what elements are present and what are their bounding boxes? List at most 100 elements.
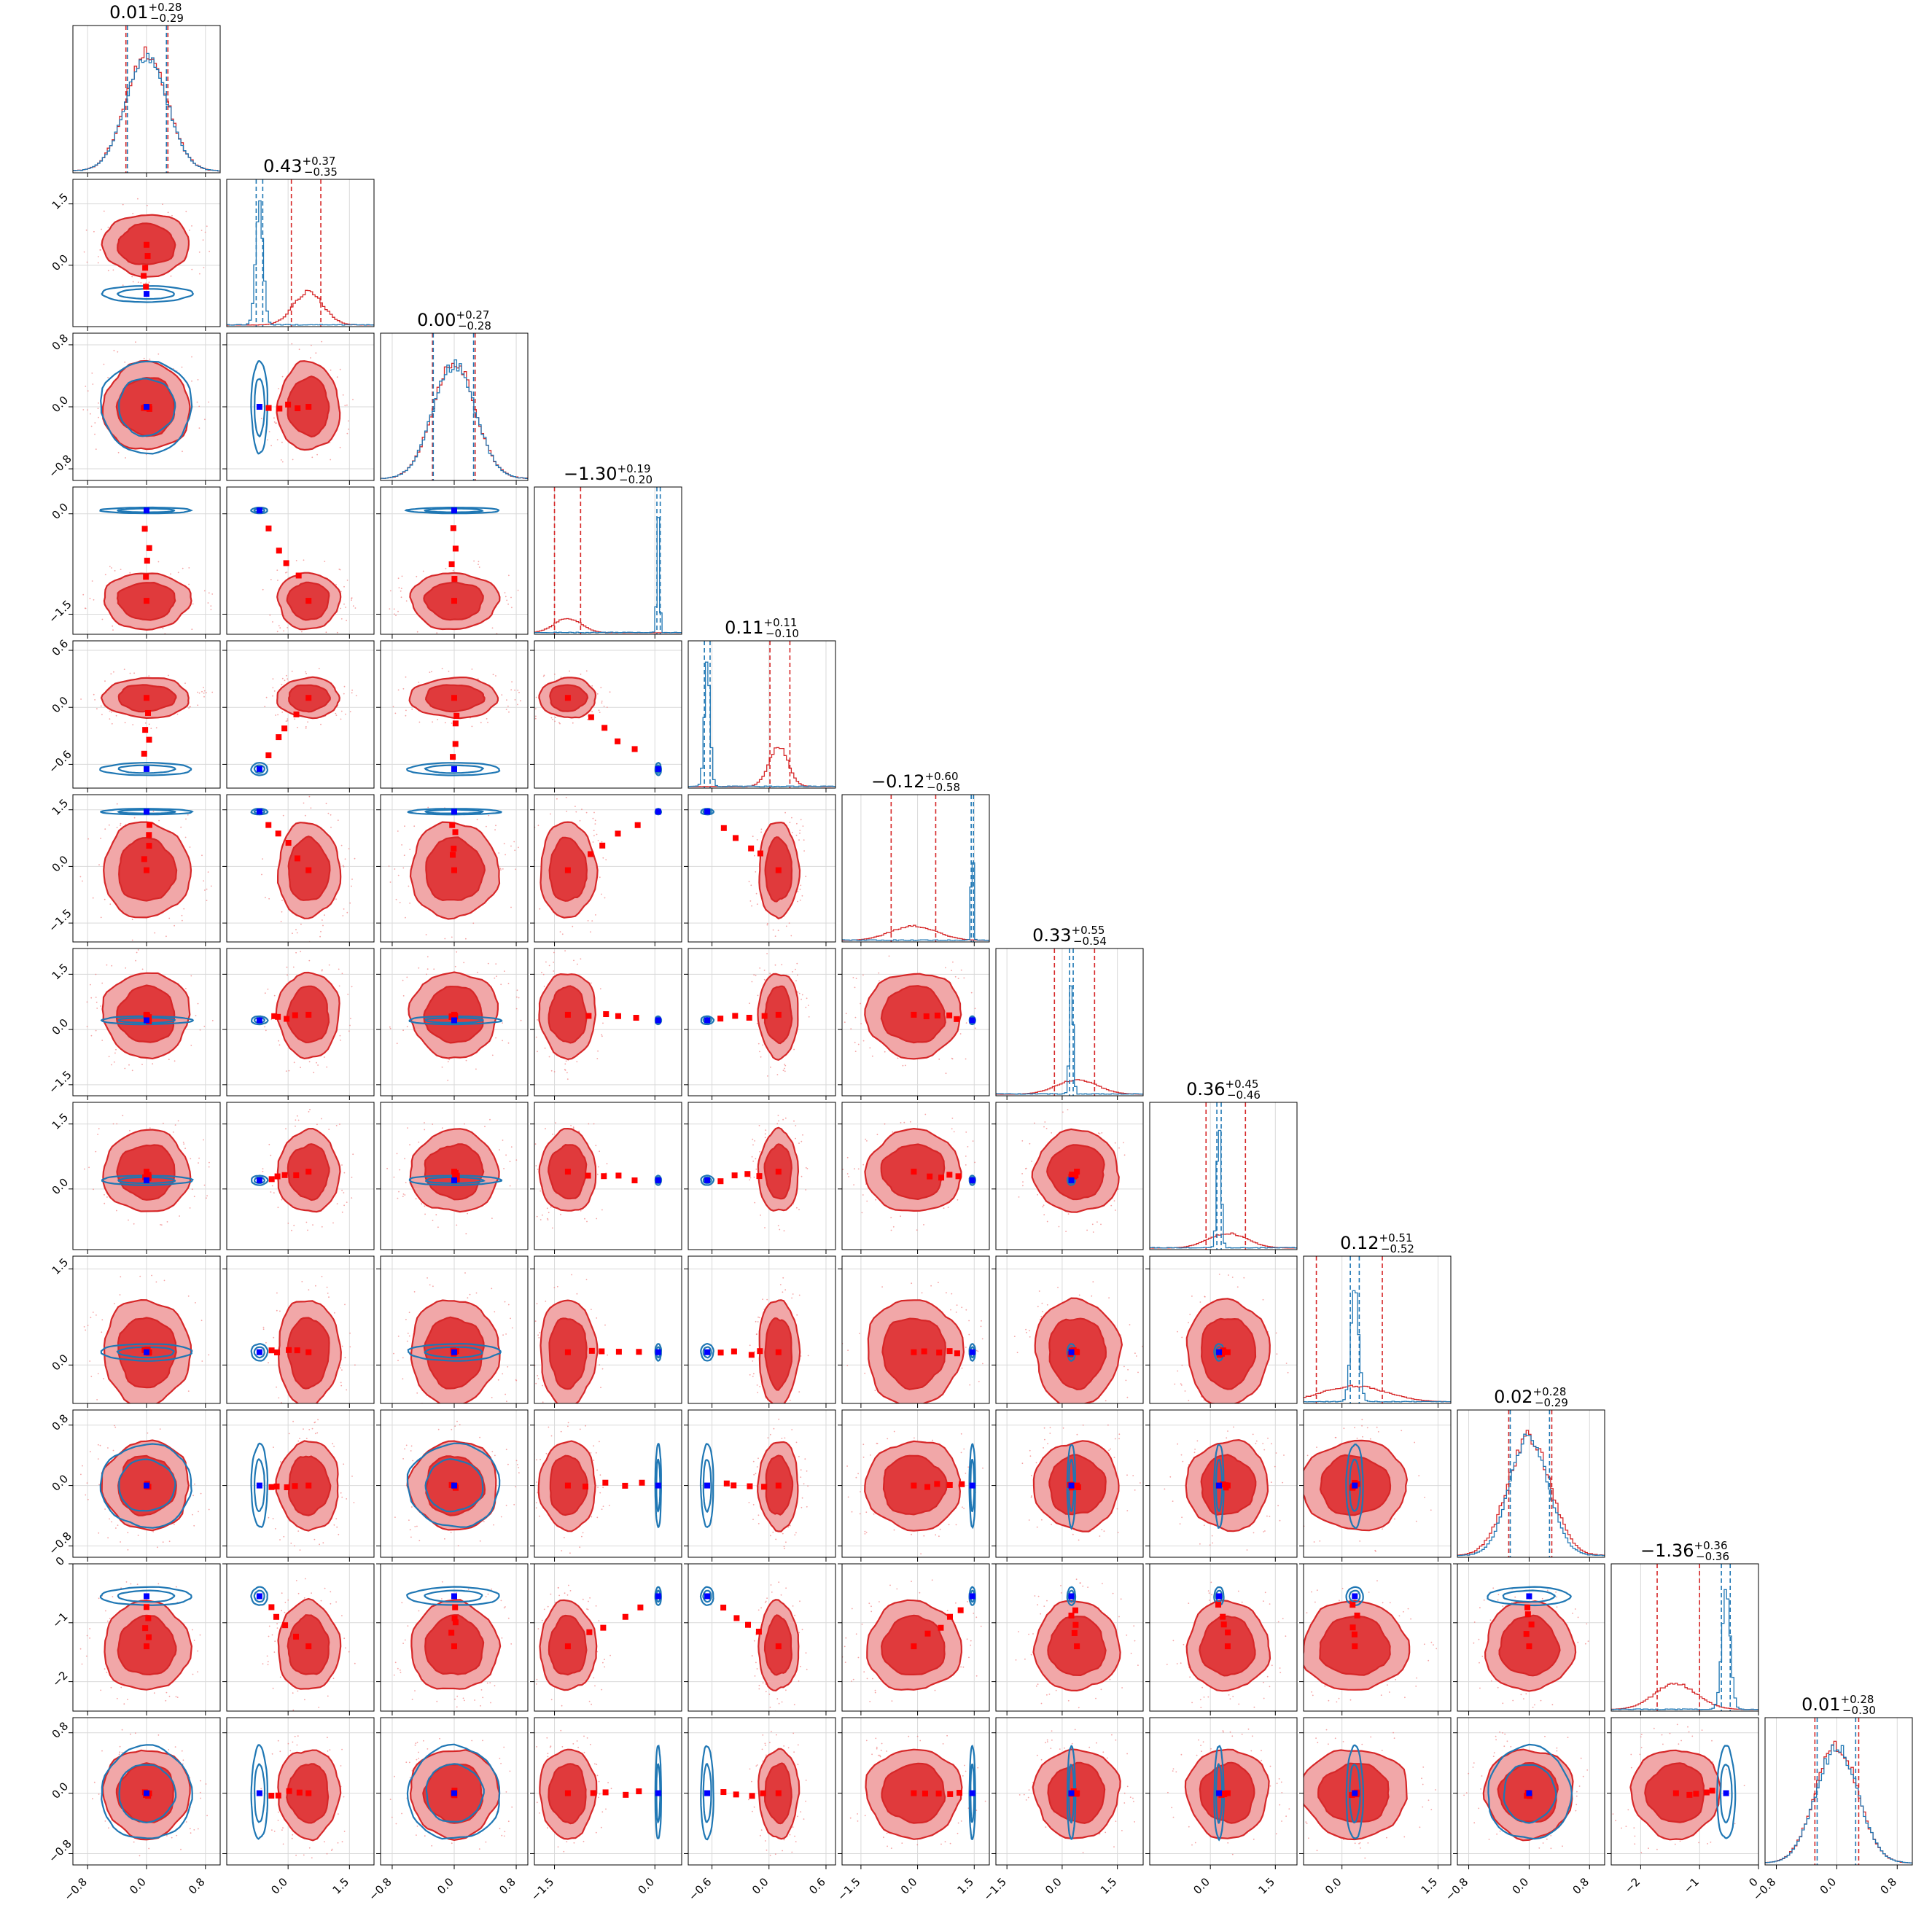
sample-point: [321, 1226, 323, 1228]
sample-point: [1510, 1745, 1512, 1748]
sample-point: [1171, 1807, 1173, 1809]
sample-point: [117, 1524, 119, 1527]
sample-point: [153, 1692, 155, 1694]
sample-point: [274, 1528, 276, 1530]
sample-point: [149, 358, 151, 360]
sample-point: [793, 1048, 795, 1051]
blue-contour-inner: [118, 1458, 176, 1512]
sample-point: [491, 627, 494, 629]
sample-point: [507, 603, 509, 605]
sample-point: [761, 1748, 763, 1750]
red-marker: [946, 1481, 953, 1488]
panel-title: −1.36+0.36 −0.36: [1640, 1539, 1729, 1563]
sample-point: [1342, 1741, 1344, 1742]
sample-point: [332, 1678, 335, 1680]
x-tick-label: 0.0: [1043, 1875, 1064, 1897]
sample-point: [168, 1695, 171, 1697]
pair-panel: [73, 1564, 220, 1711]
sample-point: [787, 1747, 790, 1749]
sample-point: [1621, 1827, 1623, 1829]
panel-frame: [688, 1563, 836, 1712]
sample-point: [507, 1820, 510, 1823]
pair-panel: [381, 487, 528, 634]
sample-point: [1388, 1691, 1390, 1693]
red-marker: [294, 855, 300, 862]
sample-point: [502, 1373, 504, 1375]
panel-frame: [1303, 1563, 1452, 1712]
sample-point: [537, 1492, 539, 1494]
sample-point: [262, 858, 263, 860]
sample-point: [487, 1593, 489, 1595]
sample-point: [952, 961, 954, 963]
sample-point: [98, 1597, 100, 1600]
sample-point: [537, 1051, 538, 1053]
sample-point: [792, 1826, 794, 1828]
blue-marker: [256, 1349, 262, 1355]
x-tick-label: −1: [1681, 1875, 1702, 1896]
sample-point: [120, 822, 122, 825]
sample-point: [951, 970, 952, 972]
sample-point: [539, 1515, 540, 1517]
sample-point: [783, 1745, 785, 1747]
sample-point: [97, 1458, 99, 1460]
sample-point: [762, 1044, 764, 1046]
sample-point: [1040, 1316, 1043, 1317]
sample-point: [495, 825, 496, 827]
sample-point: [395, 1823, 397, 1825]
sample-point: [784, 1289, 787, 1291]
y-tick-label: −0.8: [46, 1530, 74, 1557]
red-marker: [282, 1622, 289, 1629]
sample-point: [341, 1615, 343, 1617]
sample-point: [104, 574, 106, 575]
red-marker: [305, 867, 312, 873]
sample-point: [1196, 1440, 1199, 1442]
sample-point: [1577, 1616, 1579, 1619]
sample-point: [960, 1666, 962, 1668]
sample-point: [1473, 1822, 1476, 1824]
sample-point: [174, 1524, 175, 1525]
sample-point: [303, 1597, 305, 1599]
sample-point: [114, 570, 116, 572]
red-marker: [286, 1347, 292, 1353]
sample-point: [946, 1292, 947, 1294]
sample-point: [400, 590, 402, 592]
sample-point: [1194, 1449, 1196, 1450]
sample-point: [511, 607, 513, 609]
sample-point: [1177, 1370, 1179, 1372]
sample-point: [340, 710, 343, 712]
sample-point: [203, 267, 205, 268]
sample-point: [408, 885, 410, 887]
sample-point: [157, 561, 160, 563]
sample-point: [859, 1513, 861, 1515]
sample-point: [183, 908, 185, 910]
sample-point: [330, 826, 332, 828]
sample-point: [504, 592, 506, 593]
sample-point: [1472, 1767, 1474, 1768]
sample-point: [341, 1496, 343, 1498]
sample-point: [292, 966, 295, 968]
sample-point: [193, 1640, 195, 1641]
sample-point: [199, 273, 200, 275]
sample-point: [139, 1275, 141, 1277]
sample-point: [1403, 1610, 1404, 1613]
sample-point: [125, 1581, 128, 1583]
panel-title: 0.01+0.28 −0.30: [1801, 1693, 1876, 1717]
sample-point: [424, 1835, 426, 1837]
blue-contour-inner: [424, 809, 484, 814]
sample-point: [277, 1811, 279, 1813]
sample-point: [330, 459, 332, 461]
sample-point: [415, 1198, 417, 1200]
sample-point: [120, 1541, 122, 1543]
sample-point: [285, 572, 287, 574]
blue-marker: [655, 766, 661, 772]
sample-point: [1478, 1638, 1480, 1640]
sample-point: [535, 715, 537, 717]
sample-point: [500, 983, 502, 986]
red-marker: [775, 1643, 782, 1650]
sample-point: [550, 1206, 552, 1208]
sample-point: [805, 1652, 807, 1654]
sample-point: [450, 1532, 452, 1533]
sample-point: [1102, 1751, 1105, 1753]
sample-point: [566, 1841, 568, 1843]
sample-point: [114, 1052, 116, 1054]
